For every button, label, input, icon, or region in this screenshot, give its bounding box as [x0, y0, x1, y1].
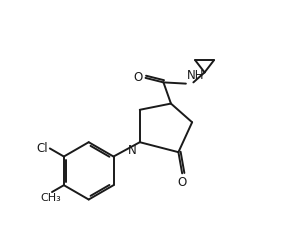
Text: O: O — [134, 71, 143, 84]
Text: CH₃: CH₃ — [40, 193, 61, 203]
Text: Cl: Cl — [36, 142, 48, 155]
Text: O: O — [178, 176, 187, 189]
Text: N: N — [128, 144, 137, 157]
Text: NH: NH — [187, 69, 205, 82]
